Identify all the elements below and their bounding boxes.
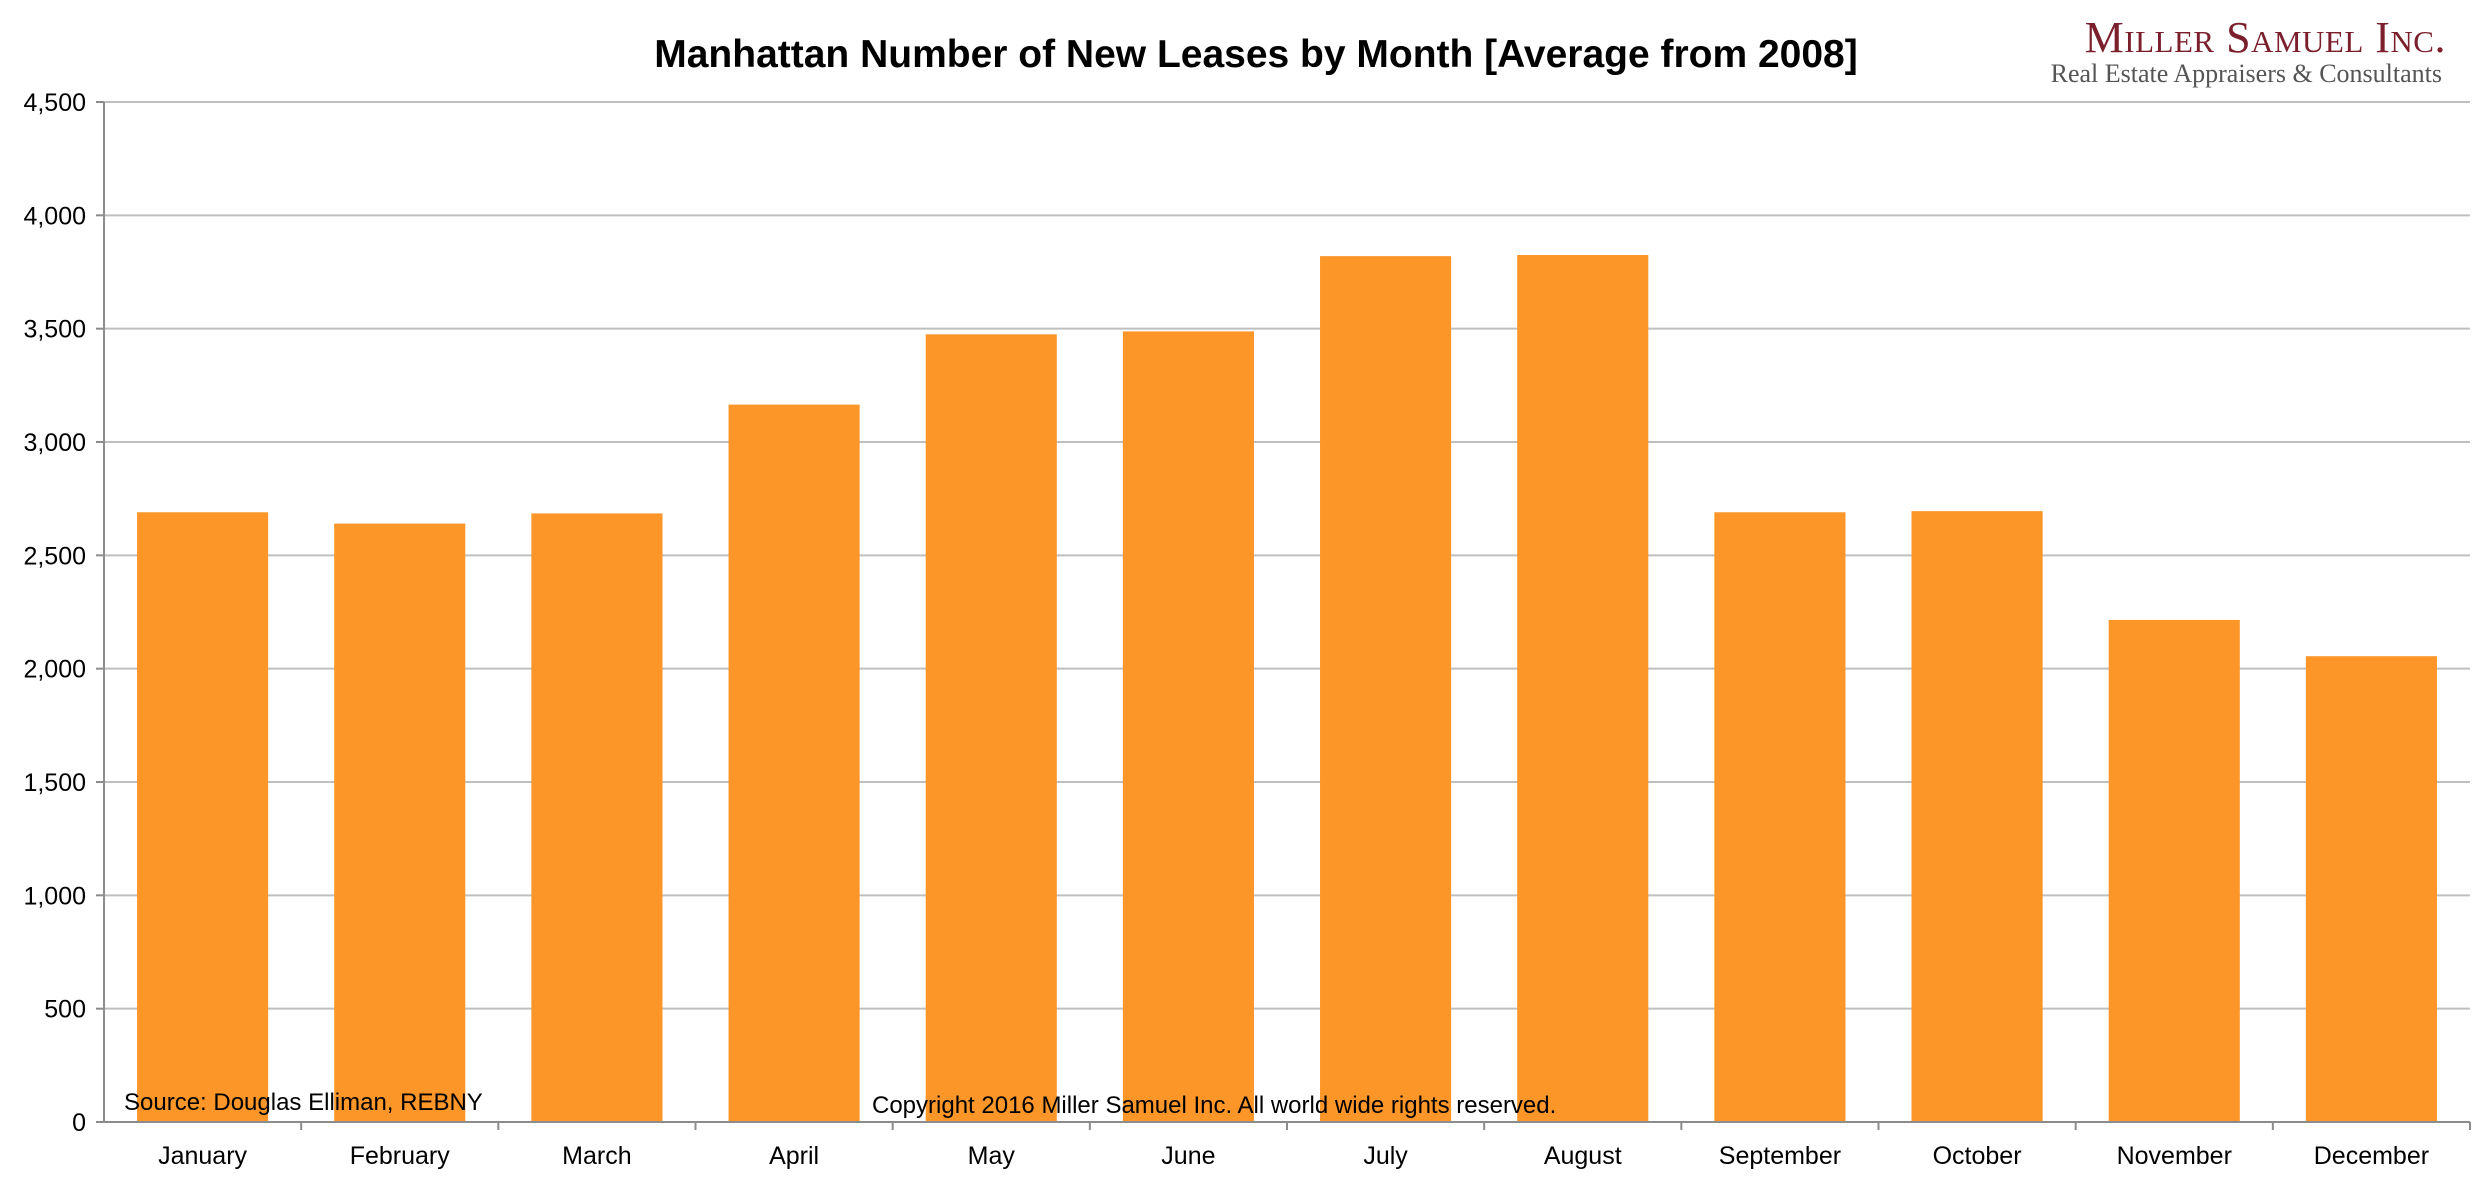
x-tick-label: July xyxy=(1363,1142,1408,1170)
y-tick-label: 1,500 xyxy=(23,769,86,797)
x-tick-label: December xyxy=(2314,1142,2429,1170)
x-tick-label: June xyxy=(1161,1142,1215,1170)
y-tick-label: 2,500 xyxy=(23,542,86,570)
source-note: Source: Douglas Elliman, REBNY xyxy=(124,1089,483,1116)
bar-march xyxy=(531,513,663,1122)
x-tick-label: August xyxy=(1544,1142,1622,1170)
copyright-note: Copyright 2016 Miller Samuel Inc. All wo… xyxy=(872,1092,1556,1119)
y-tick-label: 0 xyxy=(72,1109,86,1137)
y-tick-label: 1,000 xyxy=(23,882,86,910)
x-tick-label: February xyxy=(350,1142,451,1170)
bar-january xyxy=(137,512,269,1122)
y-tick-labels: 0 500 1,000 1,500 2,000 2,500 3,000 3,500 4,000 4… xyxy=(23,89,104,1137)
y-tick-label: 500 xyxy=(44,996,86,1024)
bars xyxy=(137,255,2437,1123)
x-tick-label: May xyxy=(968,1142,1016,1170)
bar-may xyxy=(925,334,1057,1122)
bar-august xyxy=(1517,255,1649,1122)
gridlines xyxy=(104,101,2470,1010)
y-tick-label: 4,500 xyxy=(23,89,86,117)
chart-title: Manhattan Number of New Leases by Month … xyxy=(654,33,1857,76)
bar-september xyxy=(1714,512,1846,1122)
y-tick-label: 3,500 xyxy=(23,316,86,344)
x-tick-label: March xyxy=(562,1142,631,1170)
y-tick-label: 4,000 xyxy=(23,202,86,230)
bar-june xyxy=(1122,331,1254,1122)
bar-december xyxy=(2305,656,2437,1122)
bar-july xyxy=(1320,256,1452,1123)
x-tick-label: November xyxy=(2117,1142,2232,1170)
company-logo: Miller Samuel Inc. Real Estate Appraiser… xyxy=(2051,13,2446,88)
bar-february xyxy=(334,523,466,1122)
y-tick-label: 3,000 xyxy=(23,429,86,457)
x-tick-label: October xyxy=(1933,1142,2022,1170)
x-tick-label: January xyxy=(158,1142,247,1170)
bar-april xyxy=(728,404,860,1123)
x-tick-label: April xyxy=(769,1142,819,1170)
x-tick-labels: January February March April May June July Augu… xyxy=(158,1122,2471,1170)
logo-name: Miller Samuel Inc. xyxy=(2085,13,2446,62)
logo-tagline: Real Estate Appraisers & Consultants xyxy=(2051,59,2442,88)
bar-october xyxy=(1911,511,2043,1123)
x-tick-label: September xyxy=(1719,1142,1841,1170)
bar-november xyxy=(2108,619,2240,1122)
y-tick-label: 2,000 xyxy=(23,656,86,684)
